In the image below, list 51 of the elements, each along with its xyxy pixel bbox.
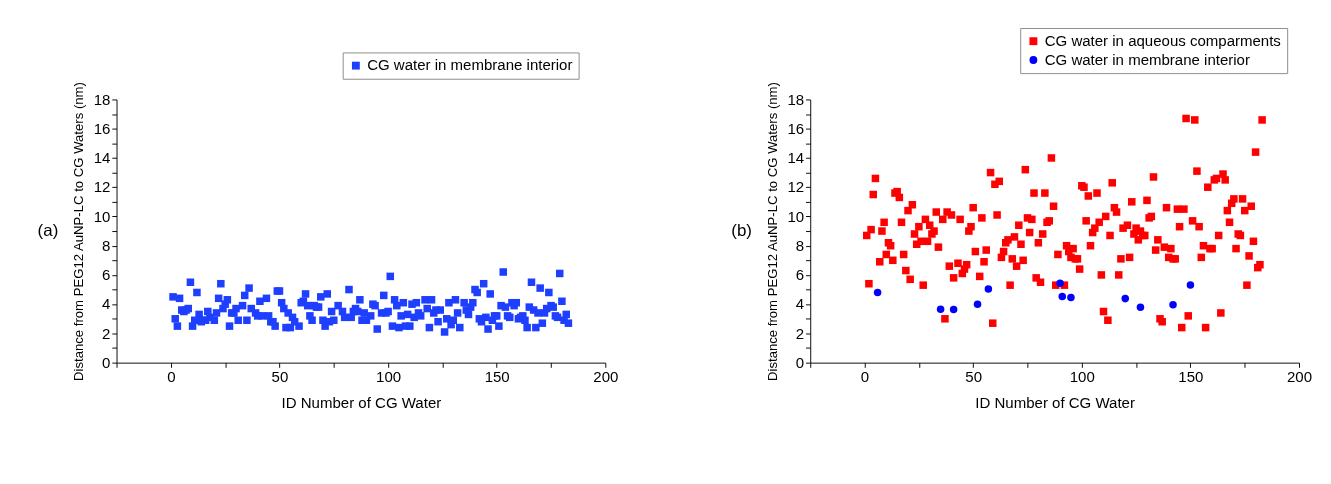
- x-axis-title: ID Number of CG Water: [281, 394, 442, 412]
- y-tick-label: 10: [787, 207, 805, 225]
- y-tick-label: 14: [787, 149, 805, 167]
- y-tick-label: 18: [93, 90, 111, 108]
- y-tick-label: 16: [93, 119, 111, 137]
- point: [973, 300, 982, 308]
- text: (a): [37, 220, 59, 240]
- point: [1169, 301, 1177, 309]
- legend-label: CG water in membrane interior: [1044, 50, 1250, 68]
- point: [949, 305, 958, 314]
- y-tick-label: 0: [102, 353, 111, 371]
- legend-label: CG water in membrane interior: [367, 56, 573, 74]
- x-tick-label: 200: [1286, 367, 1313, 385]
- point: [1136, 303, 1145, 311]
- x-tick-label: 0: [860, 367, 870, 385]
- y-tick-label: 2: [795, 324, 805, 342]
- x-tick-label: 50: [271, 367, 289, 385]
- point: [873, 288, 882, 297]
- y-axis-title: Distance from PEG12 AuNP-LC to CG Waters (nm): [71, 82, 87, 381]
- point: [984, 285, 993, 293]
- x-axis-title: ID Number of CG Water: [975, 394, 1135, 412]
- y-tick-label: 8: [795, 236, 805, 254]
- y-tick-label: 4: [102, 295, 111, 313]
- x-tick-label: 50: [965, 367, 983, 385]
- point: [1067, 293, 1075, 302]
- legend-label: CG water in aqueous comparments: [1044, 31, 1281, 49]
- x-tick-label: 0: [167, 367, 176, 385]
- x-tick-label: 100: [376, 367, 402, 385]
- x-tick-label: 150: [1178, 367, 1204, 385]
- x-tick-label: 200: [593, 367, 619, 385]
- point: [1058, 292, 1067, 301]
- y-tick-label: 2: [102, 324, 111, 342]
- y-tick-label: 14: [93, 149, 111, 167]
- point: [936, 305, 945, 313]
- text: (b): [731, 220, 752, 240]
- y-tick-label: 10: [93, 207, 111, 225]
- y-tick-label: 6: [795, 266, 805, 284]
- y-tick-label: 16: [787, 119, 805, 137]
- y-tick-label: 8: [102, 236, 111, 254]
- point: [1056, 279, 1064, 288]
- y-tick-label: 6: [102, 266, 111, 284]
- x-tick-label: 100: [1069, 367, 1095, 385]
- y-tick-label: 12: [93, 178, 111, 196]
- y-tick-label: 18: [787, 90, 805, 108]
- y-axis-title: Distance from PEG12 AuNP-LC to CG Waters (nm): [765, 82, 781, 381]
- y-tick-label: 0: [795, 353, 805, 371]
- y-tick-label: 4: [795, 295, 805, 313]
- y-tick-label: 12: [787, 178, 805, 196]
- point: [1121, 294, 1130, 303]
- x-tick-label: 150: [484, 367, 510, 385]
- point: [1186, 281, 1195, 289]
